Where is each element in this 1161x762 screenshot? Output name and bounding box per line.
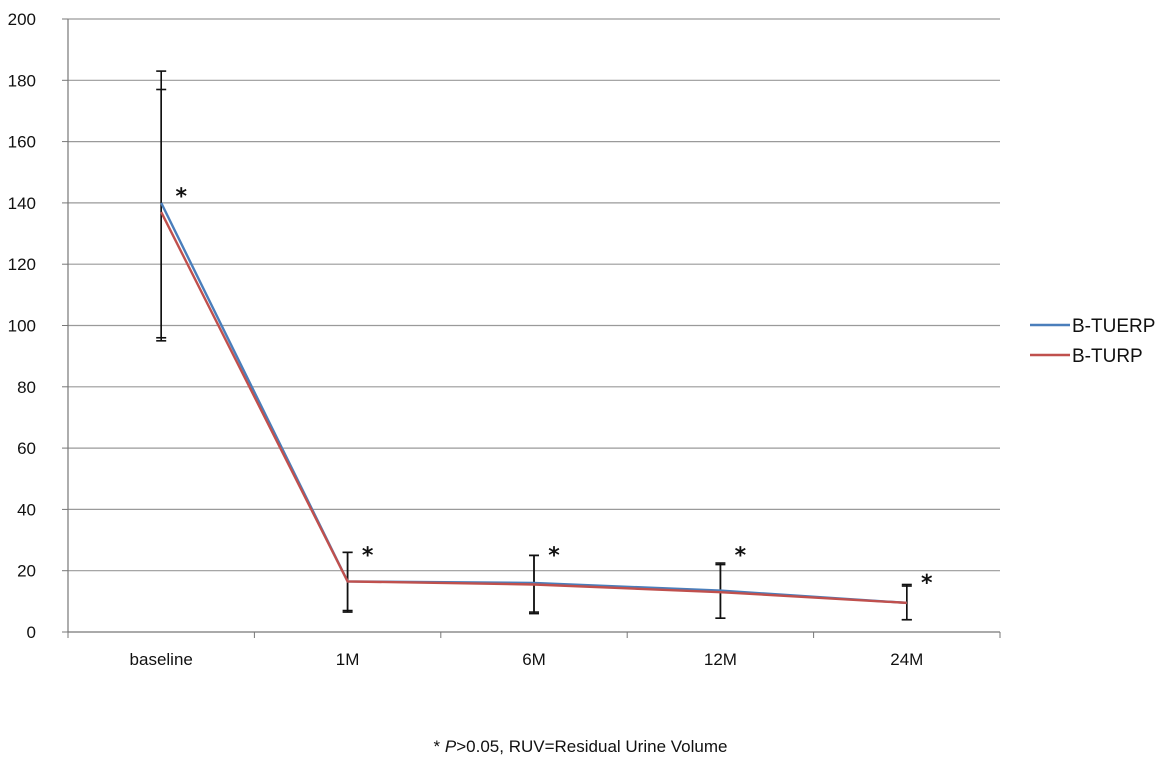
significance-marker: *: [362, 543, 374, 568]
y-tick-label: 160: [8, 133, 36, 152]
x-tick-label: 6M: [522, 650, 546, 669]
series-line-b-turp: [160, 211, 907, 605]
significance-marker: *: [735, 543, 747, 568]
y-tick-label: 180: [8, 71, 36, 90]
y-tick-label: 140: [8, 194, 36, 213]
significance-marker: *: [548, 543, 560, 568]
series-line-b-tuerp: [160, 202, 907, 605]
footnote-star: *: [433, 737, 441, 756]
chart: 0 20 40 60 80 100 120 140 160 180 200 baseline 1M 6M 1…: [8, 10, 1156, 669]
legend-label: B-TUERP: [1072, 316, 1155, 337]
footnote: * P>0.05, RUV=Residual Urine Volume: [0, 737, 1161, 757]
footnote-p-symbol: P: [444, 737, 457, 756]
y-tick-label: 40: [17, 500, 36, 519]
x-tick-label: baseline: [130, 650, 193, 669]
y-tick-label: 60: [17, 439, 36, 458]
x-tick-label: 12M: [704, 650, 737, 669]
x-tick-label: 1M: [336, 650, 360, 669]
legend-label: B-TURP: [1072, 346, 1143, 367]
y-tick-label: 120: [8, 255, 36, 274]
footnote-text: >0.05, RUV=Residual Urine Volume: [456, 737, 728, 756]
y-tick-label: 20: [17, 562, 36, 581]
y-tick-label: 80: [17, 378, 36, 397]
significance-marker: *: [921, 571, 933, 596]
significance-marker: *: [175, 185, 187, 210]
y-tick-label: 200: [8, 10, 36, 29]
y-tick-label: 100: [8, 317, 36, 336]
y-tick-label: 0: [27, 623, 36, 642]
x-tick-label: 24M: [890, 650, 923, 669]
